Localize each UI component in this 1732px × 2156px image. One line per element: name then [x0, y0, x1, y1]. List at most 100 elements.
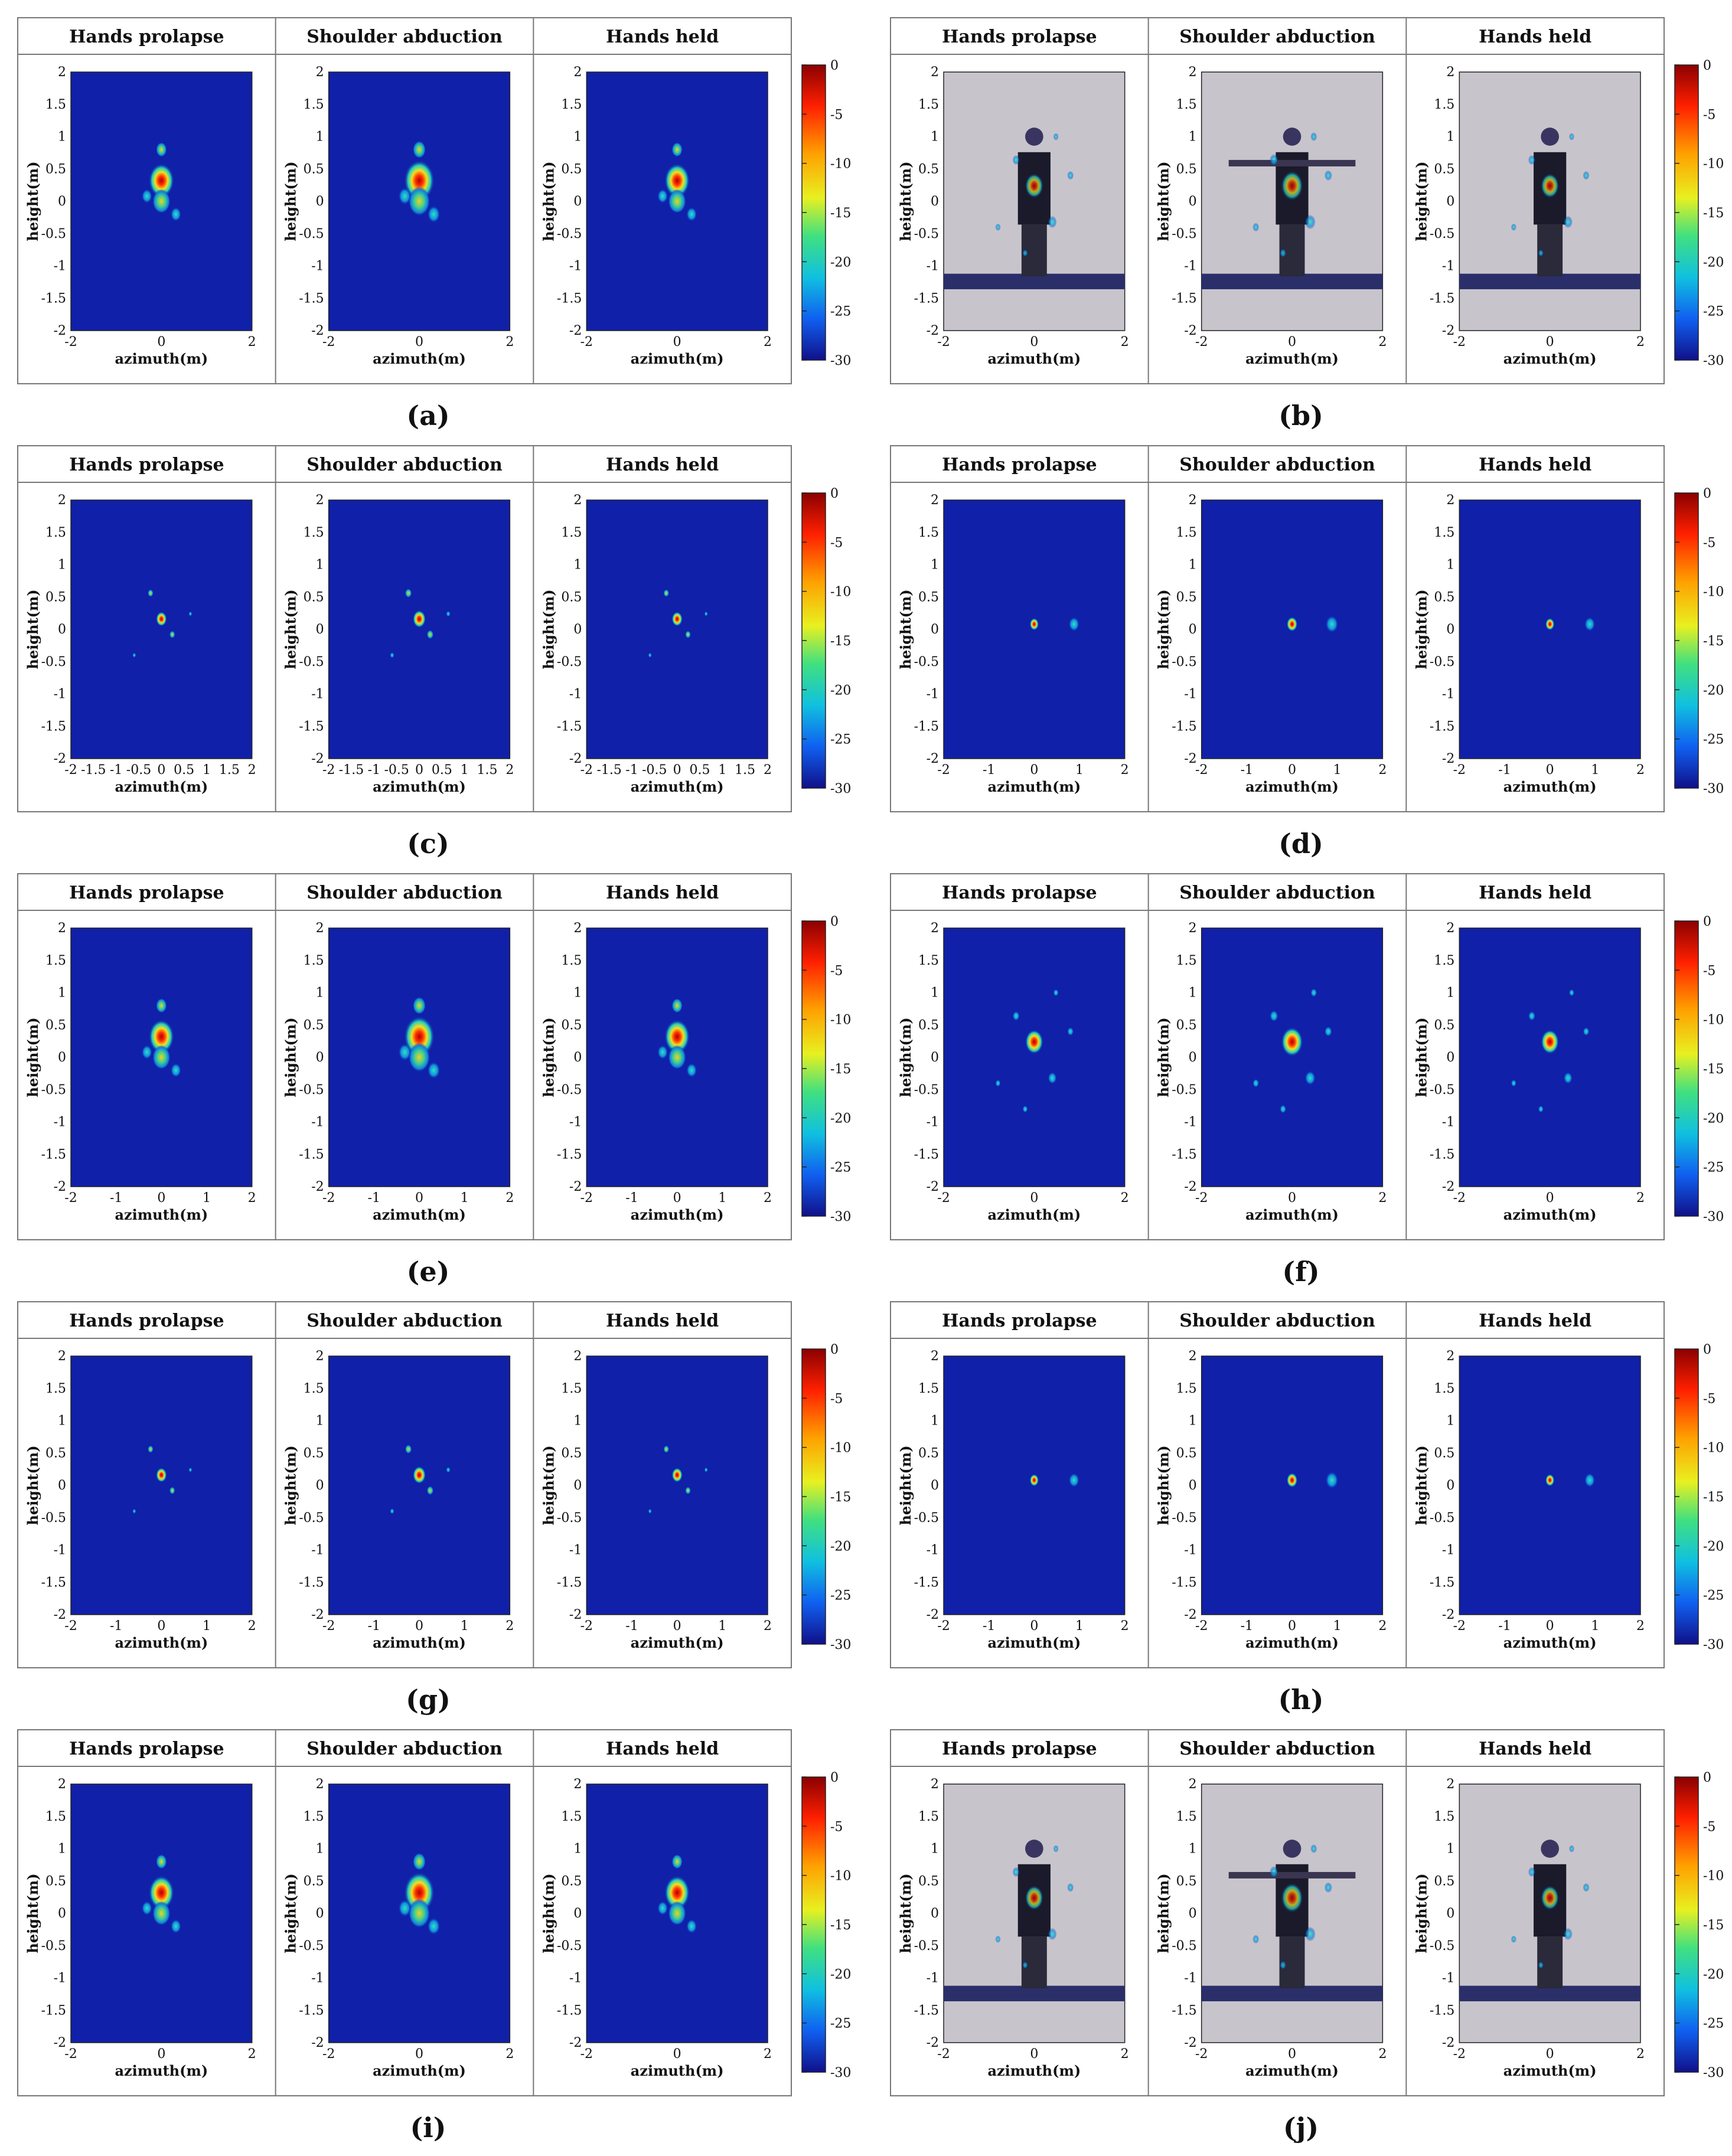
- heat-blob: [132, 652, 136, 658]
- subplot-title: Shoulder abduction: [306, 27, 503, 47]
- floor-strip: [1459, 1985, 1640, 2001]
- colorbar-tick-label: -10: [1703, 1869, 1724, 1884]
- y-tick-label: 0.5: [1434, 1018, 1454, 1033]
- heat-blob: [664, 1019, 690, 1054]
- x-tick-label: 0: [1546, 763, 1554, 778]
- y-tick-label: -1: [1442, 1971, 1454, 1986]
- colorbar-tick-label: -20: [1703, 683, 1724, 698]
- y-tick-label: 1.5: [1434, 1809, 1454, 1824]
- heat-blob: [995, 223, 1001, 231]
- x-tick-label: 0: [157, 1191, 165, 1206]
- y-tick-label: 1.5: [304, 1809, 324, 1824]
- x-tick-label: 1: [1075, 1619, 1084, 1634]
- y-tick-label: -0.5: [1430, 227, 1454, 241]
- colorbar-tick-label: -10: [1703, 1013, 1724, 1028]
- y-axis-label: height(m): [1155, 1445, 1172, 1525]
- subplot-title: Shoulder abduction: [306, 1739, 503, 1759]
- y-tick-label: 1.5: [918, 1381, 939, 1396]
- y-tick-label: 2: [1446, 65, 1454, 80]
- y-tick-label: 2: [316, 1777, 324, 1792]
- y-tick-label: 2: [931, 921, 939, 936]
- y-tick-label: -1.5: [914, 1575, 939, 1590]
- y-tick-label: 0: [316, 1478, 324, 1493]
- colorbar-tick-label: -10: [1703, 585, 1724, 600]
- colorbar-tick-label: 0: [1703, 1770, 1711, 1785]
- x-tick-label: 0: [1288, 2047, 1296, 2062]
- y-tick-label: -0.5: [1172, 1511, 1196, 1525]
- heat-blob: [704, 1467, 708, 1472]
- y-tick-label: 1.5: [45, 953, 66, 968]
- y-tick-label: 1: [316, 986, 324, 1001]
- x-tick-label: -2: [1195, 335, 1208, 349]
- y-tick-label: 0.5: [45, 1446, 66, 1461]
- x-tick-label: 0: [1546, 1191, 1554, 1206]
- subplot-title: Shoulder abduction: [306, 1311, 503, 1331]
- x-tick-label: 0: [1030, 1191, 1038, 1206]
- y-tick-label: 1: [316, 130, 324, 145]
- y-tick-label: 1.5: [304, 1381, 324, 1396]
- y-tick-label: 1.5: [561, 1809, 582, 1824]
- y-tick-label: 2: [931, 65, 939, 80]
- x-tick-label: 0: [1030, 763, 1038, 778]
- x-tick-label: -0.5: [642, 763, 667, 778]
- paren: ): [1306, 2112, 1319, 2144]
- y-tick-label: -1: [1442, 1115, 1454, 1130]
- heat-blob: [398, 1043, 412, 1061]
- heat-blob: [1252, 1935, 1260, 1944]
- x-tick-label: 2: [1636, 335, 1645, 349]
- colorbar-tick-label: 0: [1703, 486, 1711, 501]
- paren: (: [406, 400, 419, 432]
- x-tick-label: -1: [625, 763, 638, 778]
- paren: ): [437, 400, 450, 432]
- floor-strip: [1201, 1985, 1383, 2001]
- x-tick-label: 2: [248, 1191, 256, 1206]
- x-tick-label: 0: [673, 1619, 681, 1634]
- y-tick-label: 0: [931, 1050, 939, 1065]
- subplot-title: Hands prolapse: [942, 883, 1097, 903]
- paren: (: [1278, 1684, 1291, 1716]
- y-tick-label: 1: [1446, 1842, 1454, 1857]
- x-tick-label: -2: [1195, 1191, 1208, 1206]
- y-tick-label: -1: [569, 687, 582, 702]
- x-tick-label: -1: [1241, 763, 1253, 778]
- y-tick-label: -1: [1442, 1543, 1454, 1558]
- x-tick-label: 2: [764, 2047, 772, 2062]
- x-tick-label: 0: [673, 763, 681, 778]
- y-axis-label: height(m): [1413, 589, 1430, 669]
- y-tick-label: 1: [573, 558, 582, 573]
- y-tick-label: 2: [1189, 1777, 1197, 1792]
- y-tick-label: 1.5: [561, 1381, 582, 1396]
- heat-blob: [412, 1853, 426, 1871]
- y-tick-label: 1.5: [1434, 1381, 1454, 1396]
- y-tick-label: 2: [573, 1349, 582, 1364]
- panel-label: (b): [1278, 400, 1323, 432]
- x-tick-label: 2: [764, 335, 772, 349]
- heat-blob: [1528, 155, 1536, 165]
- heat-blob: [446, 1466, 451, 1473]
- x-tick-label: 0: [1546, 1619, 1554, 1634]
- y-tick-label: 1.5: [304, 525, 324, 540]
- y-axis-label: height(m): [540, 1873, 557, 1953]
- panel-letter: h: [1291, 1684, 1310, 1716]
- paren: (: [407, 828, 420, 860]
- x-tick-label: -2: [64, 335, 77, 349]
- colorbar-tick-label: -20: [830, 255, 851, 270]
- x-tick-label: 2: [1636, 1619, 1645, 1634]
- x-tick-label: -2: [322, 1619, 335, 1634]
- y-tick-label: 2: [1446, 1777, 1454, 1792]
- subplot-title: Hands prolapse: [69, 1311, 224, 1331]
- x-tick-label: -2: [1195, 763, 1208, 778]
- y-axis-label: height(m): [1155, 589, 1172, 669]
- heat-blob: [1568, 1845, 1575, 1853]
- y-axis-label: height(m): [897, 161, 914, 241]
- subplot-title: Hands prolapse: [69, 455, 224, 475]
- person-head: [1025, 1840, 1043, 1858]
- y-tick-label: 0.5: [304, 162, 324, 177]
- colorbar-tick-label: -25: [1703, 2017, 1724, 2031]
- y-tick-label: 1: [316, 558, 324, 573]
- y-tick-label: 2: [573, 65, 582, 80]
- heat-blob: [148, 1445, 154, 1453]
- x-tick-label: 1: [461, 763, 469, 778]
- panel-label: (j): [1283, 2112, 1319, 2144]
